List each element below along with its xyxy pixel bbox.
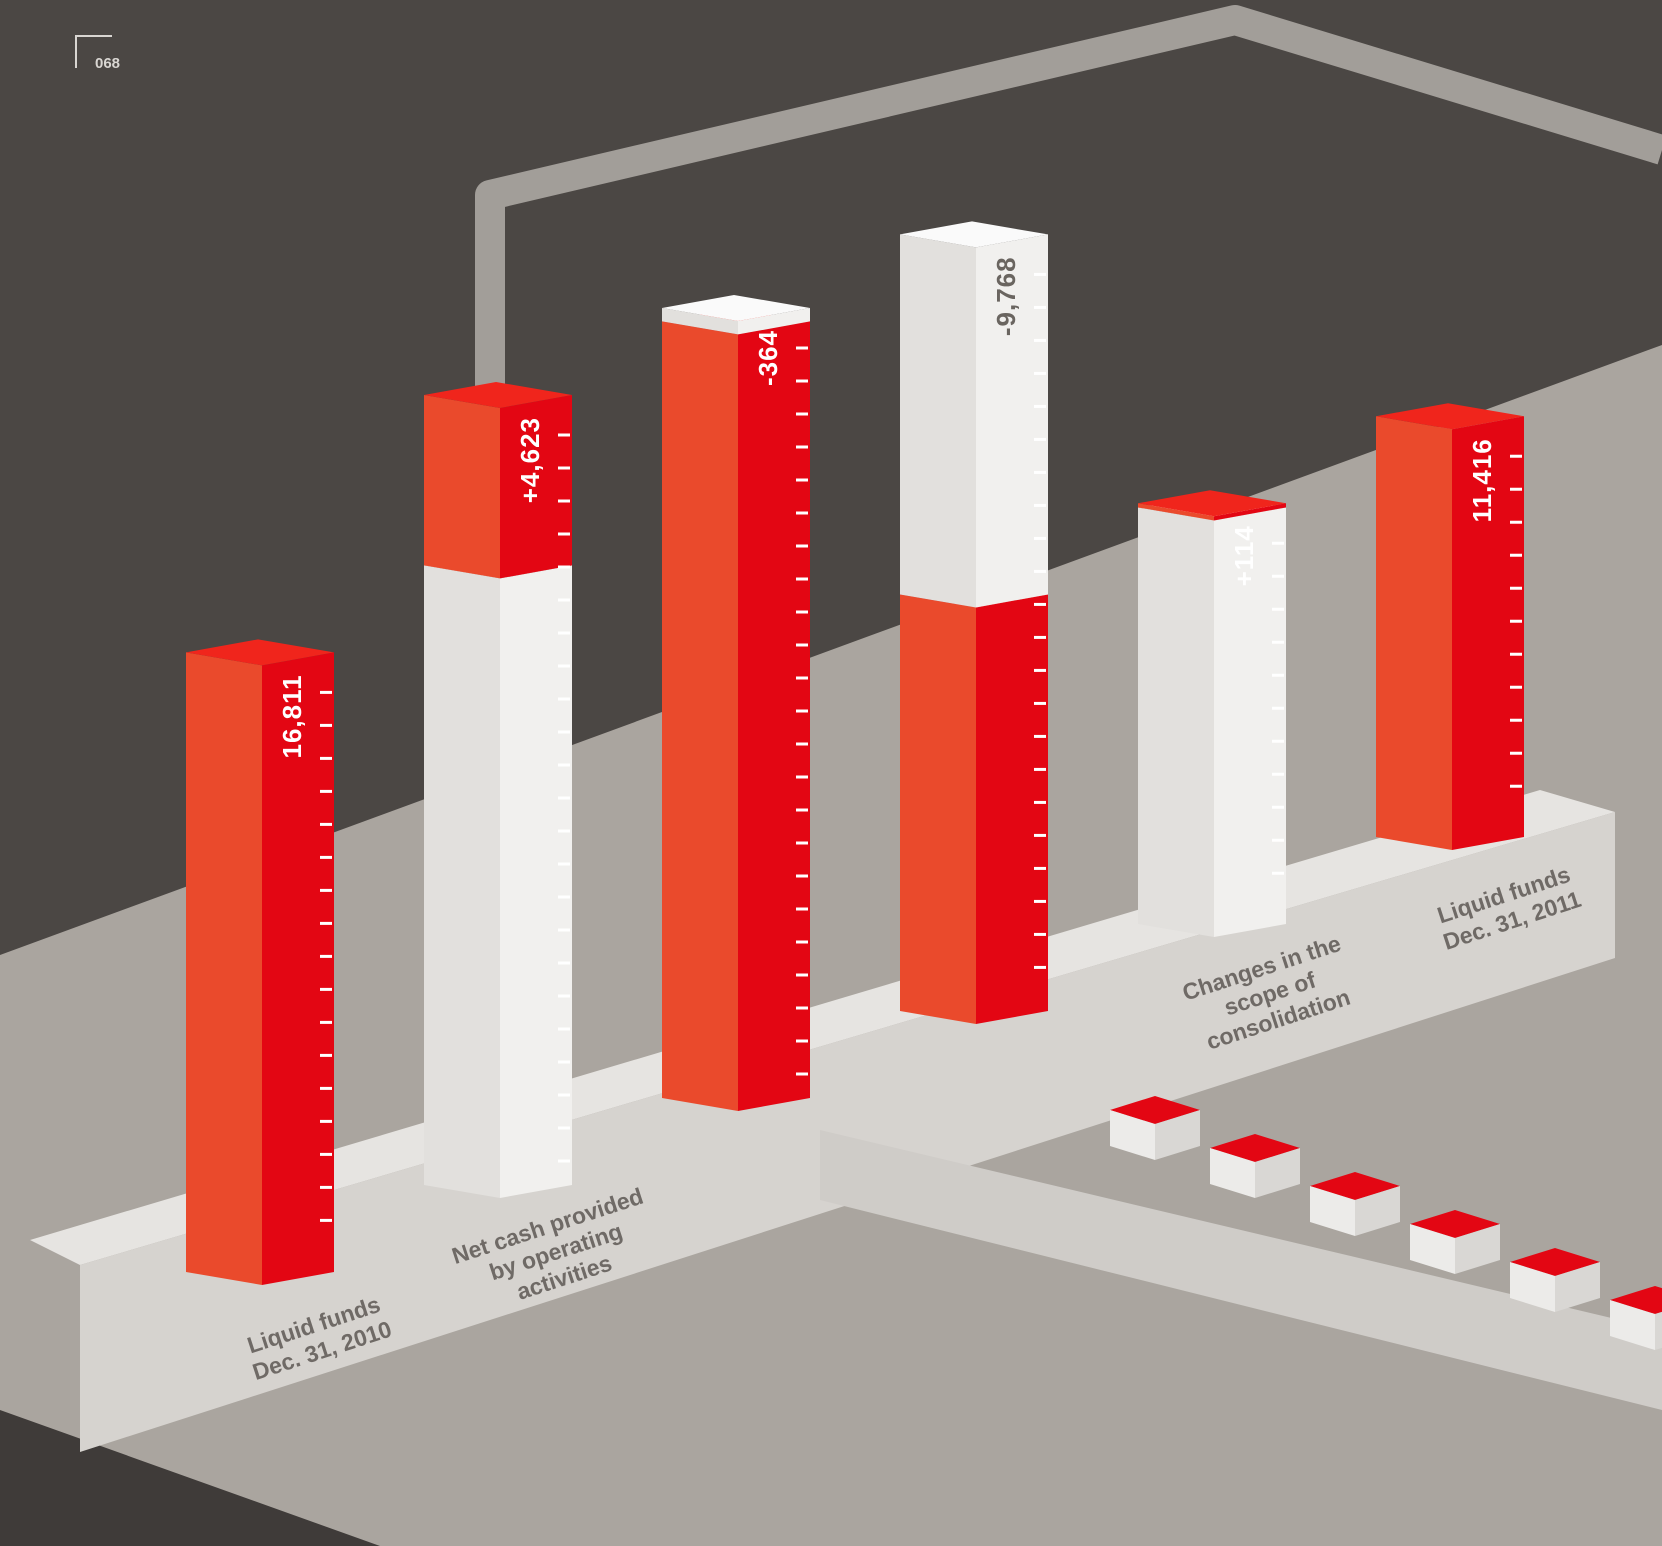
bar-top: [1138, 490, 1286, 517]
value-label: 11,416: [1467, 438, 1497, 522]
bars: 16,811 +4,623 -364 -9,768 +114 11,416: [186, 221, 1524, 1285]
bar-face: [500, 395, 572, 579]
bar-face: [738, 308, 810, 335]
bar-face: [1214, 503, 1286, 521]
value-label: +4,623: [515, 417, 545, 503]
bar-face: [424, 395, 500, 579]
bar-base: [1138, 494, 1286, 937]
box: [1310, 1186, 1355, 1236]
bar-segment: [662, 295, 810, 335]
bar-face: [738, 321, 810, 1111]
bar-segment: [1138, 490, 1286, 521]
bar-face: [1138, 503, 1214, 521]
bar-face: [424, 565, 500, 1198]
bar-top: [186, 639, 334, 666]
bar-base: [662, 308, 810, 1111]
box: [1455, 1224, 1500, 1274]
bar-segment: [900, 221, 1048, 608]
bar-face: [1214, 507, 1286, 937]
conveyor-boxes: [1110, 1096, 1662, 1350]
bar-face: [1376, 416, 1452, 850]
page-corner: [75, 35, 112, 68]
bar-segment: [186, 639, 334, 1285]
bar-face: [662, 308, 738, 335]
value-label: +114: [1229, 525, 1259, 586]
box: [1355, 1186, 1400, 1236]
bar-face: [500, 565, 572, 1198]
bar-top: [424, 382, 572, 408]
bar-face: [900, 234, 976, 608]
box: [1255, 1148, 1300, 1198]
bar-face: [186, 652, 262, 1285]
pipe: [475, 5, 1662, 400]
box: [1110, 1110, 1155, 1160]
bar-face: [976, 594, 1048, 1024]
value-label: -9,768: [991, 256, 1021, 336]
bar-top: [1376, 403, 1524, 430]
box: [1610, 1286, 1662, 1314]
bar-face: [1138, 507, 1214, 937]
conveyor: [820, 1130, 1662, 1410]
bar-segment: [1376, 403, 1524, 850]
bar-base: [900, 581, 1048, 1024]
bar-face: [262, 652, 334, 1285]
box: [1610, 1300, 1655, 1350]
bar-segment: [424, 382, 572, 579]
box: [1155, 1110, 1200, 1160]
box: [1510, 1262, 1555, 1312]
bar-top: [900, 221, 1048, 248]
value-label: 16,811: [277, 674, 307, 758]
value-label: -364: [753, 330, 783, 386]
box: [1655, 1311, 1662, 1350]
box: [1555, 1262, 1600, 1312]
bar-face: [1452, 416, 1524, 850]
bar-face: [976, 234, 1048, 608]
box: [1410, 1224, 1455, 1274]
bar-face: [662, 321, 738, 1111]
bar-top: [662, 295, 810, 321]
bar-face: [900, 594, 976, 1024]
bar-base: [424, 552, 572, 1198]
platform-front: [80, 812, 1615, 1452]
page-number: 068: [95, 55, 120, 72]
box: [1210, 1148, 1255, 1198]
